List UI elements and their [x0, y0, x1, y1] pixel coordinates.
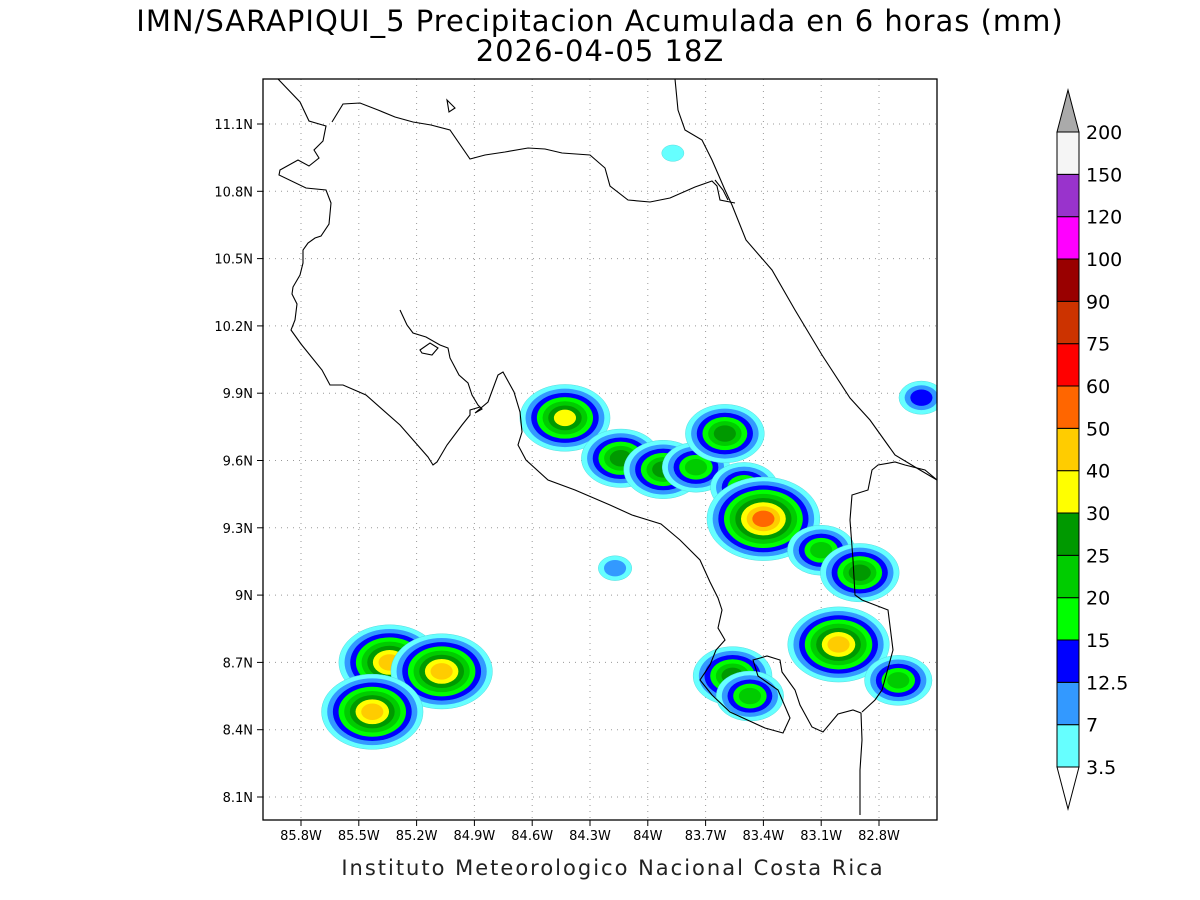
lon-tick-label-5: 84.3W: [569, 829, 611, 844]
colorbar-label-3: 15: [1086, 630, 1110, 652]
colorbar-label-14: 150: [1086, 164, 1122, 186]
map-subtitle: 2026-04-05 18Z: [475, 34, 725, 68]
colorbar-label-12: 100: [1086, 249, 1122, 271]
precip-cell-0: [519, 384, 611, 452]
colorbar-swatch-12: [1056, 216, 1080, 260]
colorbar-label-10: 75: [1086, 334, 1110, 356]
precip-cell-17: [598, 555, 633, 581]
lon-tick-labels: 85.8W 85.5W 85.2W 84.9W 84.6W 84.3W 84W 83.7W 83…: [280, 820, 900, 844]
precip-cell-3-ring-4: [684, 459, 708, 476]
precip-cell-15: [321, 673, 424, 750]
precip-cell-15-ring-7: [361, 703, 384, 720]
lon-tick-label-6: 84W: [633, 829, 663, 844]
precip-cell-18-ring-2: [910, 389, 933, 406]
lat-tick-label-2: 10.5N: [214, 253, 253, 268]
precip-cell-9-ring-7: [827, 636, 850, 653]
colorbar: 3.5 7 12.5 15 20 25 30 40 50 60 75 90 100 120 150 200: [1056, 88, 1128, 811]
nicaragua-pacific-coast: [277, 79, 481, 466]
precip-cell-7-ring-4: [810, 542, 833, 559]
precip-cell-17-ring-1: [603, 559, 627, 577]
colorbar-label-5: 25: [1086, 545, 1110, 567]
lon-tick-label-7: 83.7W: [685, 829, 727, 844]
lat-tick-label-0: 11.1N: [214, 118, 253, 133]
colorbar-label-0: 3.5: [1086, 757, 1116, 779]
credit-line: Instituto Meteorologico Nacional Costa R…: [341, 856, 885, 880]
caribbean-coast: [674, 79, 937, 481]
colorbar-swatch-5: [1056, 512, 1080, 556]
lat-tick-label-7: 9N: [235, 589, 253, 604]
colorbar-swatch-6: [1056, 470, 1080, 514]
colorbar-swatch-3: [1056, 597, 1080, 641]
precip-cell-16: [661, 144, 685, 162]
plot-frame: [262, 78, 938, 821]
precip-cell-14: [390, 633, 493, 710]
colorbar-label-7: 40: [1086, 461, 1110, 483]
coastlines: [277, 79, 937, 815]
lat-tick-label-5: 9.6N: [223, 455, 253, 470]
precip-cell-16-ring-0: [661, 144, 685, 162]
colorbar-label-9: 60: [1086, 376, 1110, 398]
panama-border: [849, 461, 937, 713]
precip-cell-4: [685, 404, 765, 464]
colorbar-high-arrow: [1056, 88, 1080, 133]
lon-tick-label-9: 83.1W: [800, 829, 842, 844]
lat-tick-label-10: 8.1N: [223, 791, 253, 806]
colorbar-label-1: 7: [1086, 715, 1098, 737]
lon-tick-label-8: 83.4W: [742, 829, 784, 844]
precip-cell-8: [820, 543, 900, 603]
colorbar-swatch-9: [1056, 343, 1080, 387]
island: [419, 342, 439, 356]
precip-cell-14-ring-7: [430, 663, 453, 680]
colorbar-swatch-14: [1056, 131, 1080, 175]
colorbar-label-6: 30: [1086, 503, 1110, 525]
river-mouth: [714, 179, 729, 201]
lat-tick-labels: 11.1N 10.8N 10.5N 10.2N 9.9N 9.6N 9.3N 9N 8.7N 8.…: [214, 118, 263, 806]
precip-cell-8-ring-5: [848, 564, 871, 581]
colorbar-label-8: 50: [1086, 418, 1110, 440]
lon-tick-label-1: 85.5W: [338, 829, 380, 844]
lon-tick-label-4: 84.6W: [511, 829, 553, 844]
colorbar-swatch-4: [1056, 554, 1080, 599]
lon-tick-label-2: 85.2W: [396, 829, 438, 844]
colorbar-label-2: 12.5: [1086, 672, 1128, 694]
lat-tick-label-9: 8.4N: [223, 724, 253, 739]
lon-tick-label-0: 85.8W: [280, 829, 322, 844]
precip-cell-6-ring-8: [752, 510, 775, 528]
lake-fragment: [446, 98, 456, 113]
lon-tick-label-3: 84.9W: [453, 829, 495, 844]
precip-cell-6: [706, 476, 821, 561]
colorbar-swatch-7: [1056, 427, 1080, 472]
central-pacific-coast: [399, 309, 863, 815]
precip-cell-11: [715, 670, 784, 722]
precip-cell-4-ring-5: [713, 425, 736, 442]
lat-tick-label-8: 8.7N: [223, 656, 253, 671]
precip-cell-9: [787, 606, 890, 683]
colorbar-low-arrow: [1056, 766, 1080, 811]
colorbar-swatch-1: [1056, 681, 1080, 726]
lat-tick-label-6: 9.3N: [223, 522, 253, 537]
precip-cell-18: [898, 380, 937, 415]
precip-cell-12-ring-4: [887, 672, 910, 689]
lat-tick-label-4: 9.9N: [223, 387, 253, 402]
colorbar-label-15: 200: [1086, 122, 1122, 144]
colorbar-swatch-13: [1056, 173, 1080, 218]
colorbar-swatch-0: [1056, 724, 1080, 768]
lon-tick-label-10: 82.8W: [858, 829, 900, 844]
precip-layer: [321, 144, 937, 750]
colorbar-swatch-10: [1056, 300, 1080, 345]
northern-border: [331, 102, 736, 204]
precip-cell-0-ring-6: [553, 409, 577, 427]
colorbar-swatch-11: [1056, 258, 1080, 302]
precip-cell-12: [864, 655, 933, 706]
colorbar-label-11: 90: [1086, 291, 1110, 313]
colorbar-swatch-2: [1056, 639, 1080, 683]
lat-tick-label-1: 10.8N: [214, 185, 253, 200]
lat-tick-label-3: 10.2N: [214, 320, 253, 335]
colorbar-label-4: 20: [1086, 588, 1110, 610]
colorbar-swatch-8: [1056, 385, 1080, 429]
map-title: IMN/SARAPIQUI_5 Precipitacion Acumulada …: [136, 4, 1064, 38]
precip-cell-11-ring-4: [738, 687, 761, 705]
colorbar-label-13: 120: [1086, 207, 1122, 229]
